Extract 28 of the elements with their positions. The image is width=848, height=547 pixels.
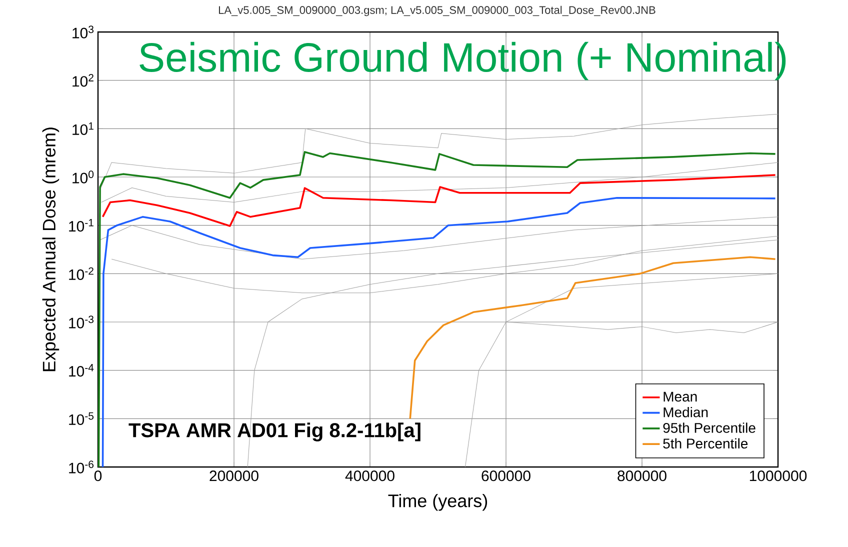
annotation: TSPA AMR AD01 Fig 8.2-11b[a] [128, 422, 420, 442]
y-tick-label: 10$^{-2}$ [69, 267, 94, 280]
y-tick-label: 10$^{3}$ [72, 26, 94, 38]
x-tick-label: 1000000 [750, 470, 807, 482]
x-tick-label: 800000 [618, 470, 666, 482]
y-axis-title: Expected Annual Dose (mrem) [42, 128, 60, 372]
legend-label: 95th Percentile [663, 422, 756, 433]
x-tick-label: 200000 [210, 470, 258, 482]
x-tick-label: 0 [94, 470, 102, 482]
legend-label: Median [664, 406, 708, 418]
x-tick-label: 400000 [345, 470, 394, 482]
y-tick-label: 10$^{-4}$ [69, 364, 94, 377]
y-tick-label: 10$^{-1}$ [69, 219, 94, 232]
line-series [464, 273, 778, 468]
legend-label: Mean [664, 392, 697, 402]
legend-label: 5th Percentile [663, 438, 748, 449]
line-series [100, 216, 778, 260]
y-tick-label: 10$^{-3}$ [69, 316, 94, 328]
text: LA_v5.005_SM_009000_003.gsm; LA_v5.005_SM_009000_003_Total_Dose_Rev00.JNB [218, 6, 656, 16]
y-tick-label: 10$^{0}$ [72, 170, 94, 184]
y-tick-label: 10$^{1}$ [72, 122, 94, 135]
line-series [409, 256, 776, 420]
x-tick-label: 600000 [482, 470, 530, 482]
y-tick-label: 10$^{-5}$ [69, 412, 94, 425]
y-tick-label: 10$^{-6}$ [69, 460, 94, 474]
y-tick-label: 10$^{2}$ [72, 74, 94, 87]
line-series [101, 162, 778, 203]
x-axis-title: Time (years) [388, 494, 488, 511]
